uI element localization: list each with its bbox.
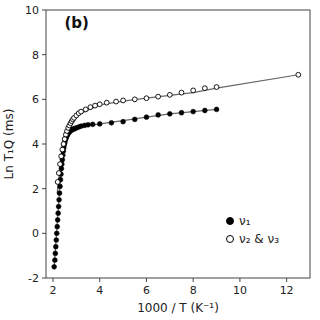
x-tick (193, 278, 194, 282)
data-point (121, 98, 126, 103)
data-point (52, 258, 57, 263)
y-tick-label: 2 (32, 183, 39, 196)
data-point (52, 264, 57, 269)
data-point (53, 244, 58, 249)
data-point (179, 90, 184, 95)
data-point (104, 100, 109, 105)
y-tick (42, 10, 46, 11)
data-point (93, 103, 98, 108)
legend: ν₁ ν₂ & ν₃ (227, 214, 280, 246)
y-axis-label: Ln T₁Q (ms) (2, 109, 16, 180)
data-point (61, 142, 66, 147)
data-point (60, 147, 65, 152)
fit-line (54, 109, 216, 266)
data-point (156, 94, 161, 99)
data-point (56, 204, 61, 209)
data-point (191, 88, 196, 93)
data-point (179, 110, 184, 115)
data-point (53, 251, 58, 256)
data-point (144, 96, 149, 101)
data-point (191, 109, 196, 114)
x-tick (146, 278, 147, 282)
y-tick-label: 6 (32, 93, 39, 106)
x-tick (53, 278, 54, 282)
data-point (90, 122, 95, 127)
data-point (56, 171, 61, 176)
data-point (156, 113, 161, 118)
data-point (132, 97, 137, 102)
x-tick-label: 4 (96, 284, 103, 297)
data-point (88, 105, 93, 110)
data-point (55, 224, 60, 229)
y-tick-label: 0 (32, 227, 39, 240)
legend-marker (227, 218, 234, 225)
y-tick (42, 144, 46, 145)
y-tick-label: 8 (32, 49, 39, 62)
y-tick (42, 54, 46, 55)
x-tick (239, 278, 240, 282)
data-point (86, 122, 91, 127)
data-point (97, 102, 102, 107)
legend-label: ν₂ & ν₃ (239, 232, 279, 246)
chart: 2 4 6 8 10 12 -2 0 2 4 6 8 10 (b) 1000 / T (K⁻¹) Ln T₁Q… (0, 0, 320, 320)
fit-line (57, 75, 298, 193)
data-point (57, 197, 62, 202)
x-tick (286, 278, 287, 282)
data-point (56, 211, 61, 216)
data-point (202, 86, 207, 91)
data-point (202, 108, 207, 113)
data-point (296, 72, 301, 77)
data-point (54, 238, 59, 243)
x-tick-label: 6 (143, 284, 150, 297)
y-tick-label: 4 (32, 138, 39, 151)
data-point (79, 109, 84, 114)
x-tick-label: 8 (190, 284, 197, 297)
y-tick (42, 278, 46, 279)
x-tick-label: 2 (50, 284, 57, 297)
data-point (214, 107, 219, 112)
data-point (121, 119, 126, 124)
legend-label: ν₁ (239, 214, 251, 228)
x-axis-label: 1000 / T (K⁻¹) (137, 301, 219, 315)
data-point (214, 85, 219, 90)
plot-frame (46, 10, 310, 278)
data-point (59, 154, 64, 159)
y-tick-label: -2 (28, 272, 39, 285)
data-point (55, 180, 60, 185)
data-point (144, 115, 149, 120)
y-tick (42, 233, 46, 234)
data-point (114, 99, 119, 104)
x-tick (99, 278, 100, 282)
y-tick (42, 188, 46, 189)
data-point (55, 218, 60, 223)
y-tick-label: 10 (25, 4, 39, 17)
data-point (132, 117, 137, 122)
x-tick-label: 10 (233, 284, 247, 297)
data-point (109, 120, 114, 125)
data-point (58, 162, 63, 167)
data-point (97, 122, 102, 127)
data-point (83, 107, 88, 112)
legend-marker (227, 236, 234, 243)
y-tick (42, 99, 46, 100)
data-point (167, 111, 172, 116)
data-point (54, 231, 59, 236)
data-point (57, 191, 62, 196)
title: (b) (64, 14, 88, 32)
plot-background (46, 10, 310, 278)
data-point (58, 184, 63, 189)
x-tick-label: 12 (280, 284, 294, 297)
data-point (167, 92, 172, 97)
plot-data (52, 72, 301, 269)
